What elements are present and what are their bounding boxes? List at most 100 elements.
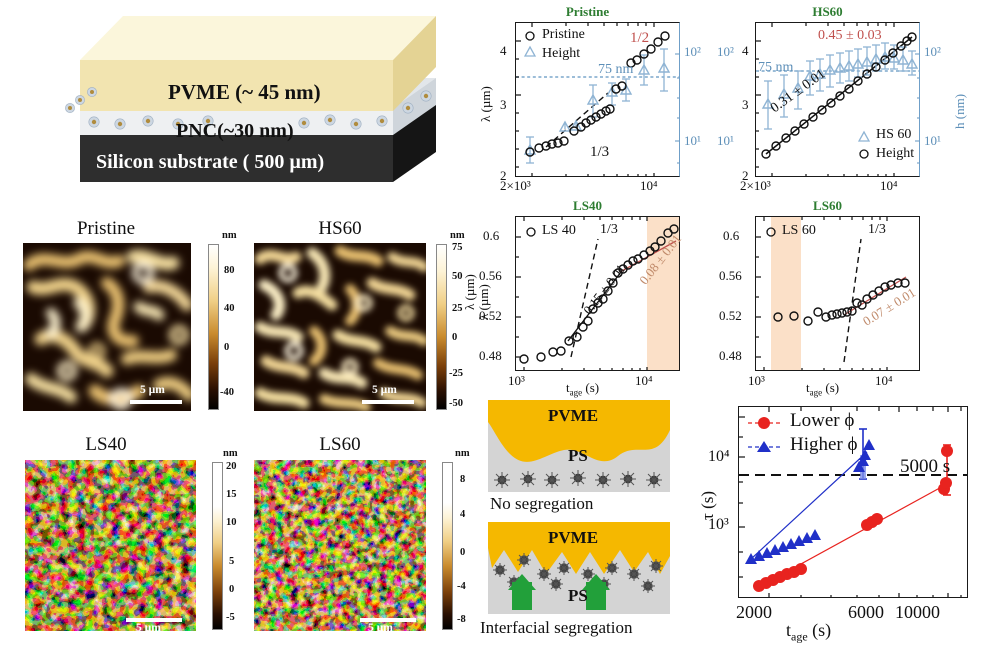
annotation-pristine-third: 1/3 [590,144,610,160]
afm-title-pristine: Pristine [76,218,136,239]
film-stack-schematic: PVME (~ 45 nm) PNC(~30 nm) Silicon subst… [8,4,468,204]
legend-label-pristine-1: Height [542,46,581,61]
xtick-ls40-1: 10⁴ [635,373,653,388]
y2tick-hs60-1: 10² [924,44,941,59]
afm-image-ls60 [254,460,426,631]
colorbar-tick-hs60-3: 0 [452,332,458,343]
legend-marker-ls40 [526,227,536,237]
afm-title-hs60: HS60 [318,218,362,239]
plot-title-ls40: LS40 [573,198,602,213]
segregation-schematics: PVME PS No segregation [480,398,680,648]
legend-markers-pristine [524,31,537,57]
substrate-layer-label: Silicon substrate ( 500 µm) [96,151,325,173]
caption-interfacial-segregation: Interfacial segregation [480,618,633,637]
ytick-hs60-4: 4 [742,43,749,58]
y2tick-pristine-0: 10¹ [684,133,701,148]
plot-tau: τ (s) 10⁴ 10³ 2000 6000 10000 tage (s) L… [680,398,985,648]
colorbar-tick-ls40-4: 0 [229,584,235,595]
plot-title-ls60: LS60 [813,198,842,213]
xtick-tau-1: 6000 [848,602,884,622]
plot-ls60: LS60 [719,198,985,398]
annotation-hs60-exponent-upper: 0.45 ± 0.03 [818,28,882,43]
afm-title-ls60: LS60 [319,434,361,455]
colorbar-tick-pristine-2: 0 [224,342,230,353]
colorbar-tick-ls40-2: 10 [226,517,237,528]
xtick-hs60-0: 2×10³ [740,178,771,193]
ytick-ls60-3: 0.6 [723,228,740,243]
annotation-ls60-third: 1/3 [868,222,886,237]
xaxis-label-tau: tage (s) [786,620,832,644]
ytick-tau-1: 10⁴ [708,448,730,465]
ytick-pristine-4: 4 [500,43,507,58]
pvme-label-bottom: PVME [548,528,599,547]
legend-label-ls60-0: LS 60 [782,223,816,238]
film-stack-svg [65,16,436,182]
ytick-hs60-3: 3 [742,97,749,112]
plot-ls40: LS40 [476,198,730,398]
annotation-ls40-third: 1/3 [600,222,618,237]
colorbar-tick-hs60-2: 25 [452,303,463,314]
legend-label-tau-0: Lower ϕ [790,410,855,431]
legend-label-pristine-0: Pristine [542,27,585,42]
ytick-ls60-0: 0.48 [719,348,742,363]
ytick-pristine-3: 3 [500,97,507,112]
afm-scalebar-hs60 [362,400,414,404]
pvme-layer-label: PVME (~ 45 nm) [168,80,321,104]
legend-label-hs60-1: Height [876,146,915,161]
afm-image-ls40 [25,460,196,631]
annotation-hs60-75nm: 75 nm [758,60,794,75]
colorbar-tick-ls40-1: 15 [226,489,237,500]
xtick-ls60-1: 10⁴ [875,373,893,388]
ytick-hs60-2: 2 [742,168,749,183]
plot-title-hs60: HS60 [812,4,843,19]
afm-ls60-svg [254,460,426,631]
colorbar-ls60 [442,462,453,630]
pnc-layer-label: PNC(~30 nm) [176,120,294,142]
plot-area-hs60 [755,22,920,177]
xtick-ls40-0: 10³ [508,373,525,388]
afm-panel-ls40: LS40 [0,434,238,649]
xtick-tau-2: 10000 [895,602,940,622]
colorbar-unit-pristine: nm [222,230,237,241]
plot-area-ls40 [515,216,680,371]
xaxis-label-ls40: tage (s) [566,380,600,398]
afm-panel-hs60: HS60 [240,218,477,418]
afm-scalebar-label-pristine: 5 µm [140,384,165,396]
afm-hs60-svg [254,243,429,412]
afm-scalebar-ls40 [126,618,182,622]
legend-label-ls40-0: LS 40 [542,223,576,238]
colorbar-tick-pristine-1: 40 [224,303,235,314]
ytick-tau-0: 10³ [708,516,729,533]
legend-marker-ls60 [766,227,776,237]
legend-markers-tau [748,417,780,452]
plot-area-pristine [515,22,680,177]
no-segregation-svg [488,400,670,492]
afm-scalebar-label-ls40: 5 µm [136,622,161,634]
colorbar-unit-ls40: nm [223,448,238,459]
ytick-ls40-3: 0.6 [483,228,500,243]
colorbar-tick-ls60-3: -4 [457,581,466,592]
xtick-pristine-0: 2×10³ [500,178,531,193]
left-column: PVME (~ 45 nm) PNC(~30 nm) Silicon subst… [0,0,477,649]
afm-ls40-svg [25,460,196,631]
afm-title-ls40: LS40 [85,434,127,455]
y2tick-pristine-1: 10² [684,44,701,59]
interfacial-segregation-svg [488,522,670,614]
xtick-tau-0: 2000 [736,602,772,622]
plot-hs60-svg [756,23,919,176]
plot-ls40-svg [516,217,679,370]
colorbar-pristine [208,244,219,410]
y2tick-hs60-0: 10¹ [924,133,941,148]
colorbar-tick-ls40-5: -5 [226,612,235,623]
afm-scalebar-label-ls60: 5 µm [368,622,393,634]
annotation-tau-5000s: 5000 s [900,456,951,477]
afm-image-pristine [23,243,195,411]
plot-title-pristine: Pristine [565,4,610,19]
plot-pristine: Pristine [478,4,730,199]
colorbar-tick-hs60-0: 75 [452,242,463,253]
afm-scalebar-ls60 [360,618,416,622]
xtick-ls60-0: 10³ [748,373,765,388]
colorbar-tick-hs60-5: -50 [449,398,463,409]
xtick-hs60-1: 10⁴ [880,178,898,193]
